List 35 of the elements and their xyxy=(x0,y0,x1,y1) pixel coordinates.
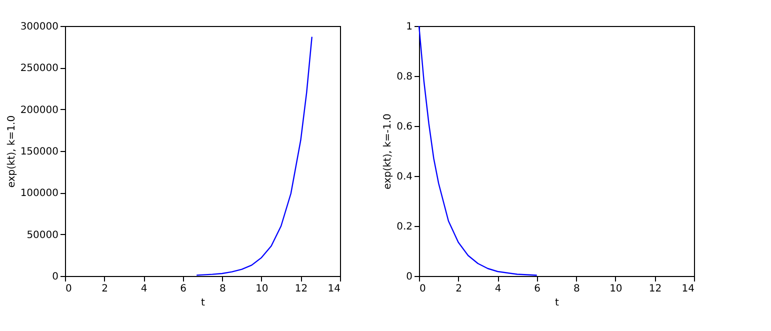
x-tick-label: 14 xyxy=(682,284,694,294)
x-axis-title: t xyxy=(555,298,560,308)
x-tick-label: 10 xyxy=(256,284,268,294)
y-tick-label: 50000 xyxy=(26,230,58,241)
y-tick-label: 300000 xyxy=(20,22,58,32)
line-series xyxy=(418,25,538,276)
y-axis-title: exp(kt), k=1.0 xyxy=(6,115,18,188)
y-tick-label: 150000 xyxy=(20,146,58,158)
x-tick-label: 4 xyxy=(140,284,148,294)
x-axis-title: t xyxy=(201,298,206,308)
x-tick-label: 4 xyxy=(494,284,502,294)
x-tick-label: 8 xyxy=(573,284,580,294)
y-tick-label: 0.6 xyxy=(396,122,412,132)
y-tick-label: 0 xyxy=(406,272,412,282)
x-tick-label: 12 xyxy=(294,284,308,294)
x-tick-label: 8 xyxy=(219,284,226,294)
x-tick-label: 2 xyxy=(102,284,108,294)
x-tick-label: 14 xyxy=(328,284,340,294)
y-tick-label: 100000 xyxy=(20,188,58,200)
y-tick-label: 0 xyxy=(52,272,58,282)
y-tick-label: 0.4 xyxy=(396,172,412,182)
y-tick-label: 1 xyxy=(406,22,412,32)
x-tick-label: 0 xyxy=(66,284,72,294)
y-tick-label: 250000 xyxy=(20,63,58,74)
x-tick-label: 6 xyxy=(180,284,187,294)
x-tick-label: 0 xyxy=(420,284,426,294)
y-tick-label: 0.2 xyxy=(396,222,412,232)
y-tick-label: 200000 xyxy=(20,104,58,116)
y-axis-title: exp(kt), k=-1.0 xyxy=(382,114,394,190)
y-tick-label: 0.8 xyxy=(396,72,412,82)
x-tick-label: 6 xyxy=(534,284,541,294)
x-tick-label: 10 xyxy=(610,284,622,294)
x-tick-label: 12 xyxy=(648,284,662,294)
line-series xyxy=(196,36,313,276)
x-tick-label: 2 xyxy=(456,284,462,294)
